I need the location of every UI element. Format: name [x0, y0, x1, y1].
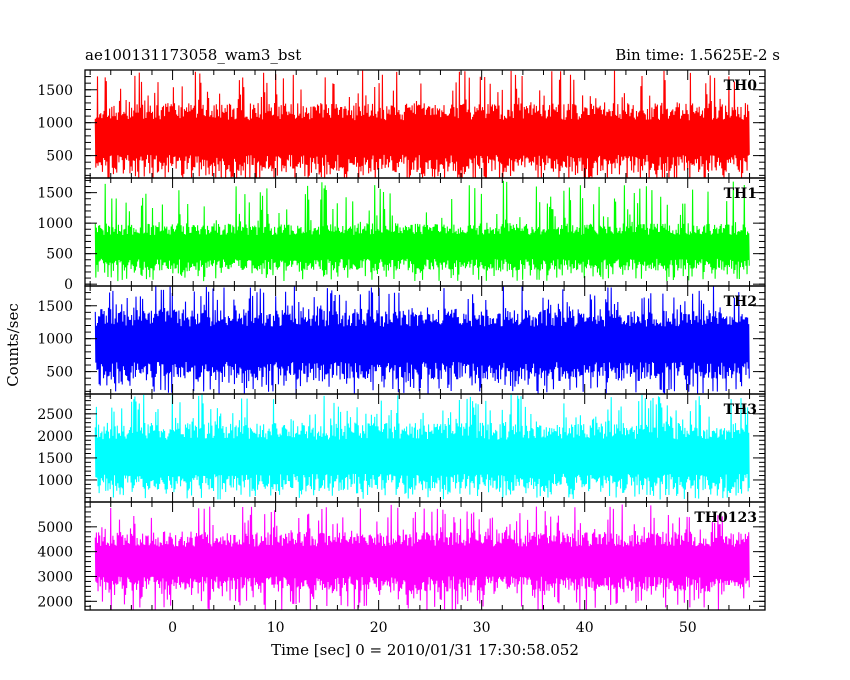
y-tick-label: 2000 [37, 429, 73, 445]
y-tick-label: 1500 [37, 186, 73, 202]
bin-time-label: Bin time: 1.5625E-2 s [615, 46, 780, 64]
y-tick-label: 2500 [37, 407, 73, 423]
y-tick-label: 500 [46, 149, 73, 165]
y-tick-label: 1000 [37, 116, 73, 132]
panel-th1: TH1 0 500 1000 1500 [37, 177, 766, 293]
panels-group: TH050010001500TH1050010001500TH250010001… [37, 69, 766, 636]
x-tick-label: 30 [473, 620, 491, 636]
y-tick-label: 1000 [37, 216, 73, 232]
x-tick-label: 20 [370, 620, 388, 636]
panel-th3: TH3 1000 1500 2000 2500 [37, 393, 766, 503]
series-th0123-line [94, 504, 750, 610]
x-tick-label: 0 [168, 620, 177, 636]
panel-label-th0: TH0 [724, 78, 758, 94]
panel-label-th0123: TH0123 [694, 510, 757, 526]
y-tick-label: 1000 [37, 332, 73, 348]
panel-label-th1: TH1 [724, 186, 757, 202]
panel-label-th3: TH3 [724, 402, 757, 418]
panel-th0: TH0 500 1000 1500 [37, 69, 766, 179]
panel-frame-th0123 [84, 501, 766, 611]
x-tick-label: 40 [576, 620, 594, 636]
y-tick-label: 4000 [37, 545, 73, 561]
y-tick-label: 1500 [37, 83, 73, 99]
y-tick-label: 3000 [37, 569, 73, 585]
panel-th0123: TH0123 2000 3000 4000 5000 [37, 501, 766, 611]
y-axis-label: Counts/sec [4, 303, 22, 387]
y-tick-label: 500 [46, 365, 73, 381]
y-tick-label: 1500 [37, 451, 73, 467]
y-tick-label: 2000 [37, 594, 73, 610]
series-th1-line [94, 180, 750, 282]
y-tick-label: 0 [64, 277, 73, 293]
panel-label-th2: TH2 [724, 294, 757, 310]
y-tick-label: 1000 [37, 473, 73, 489]
panel-th2: TH2 500 1000 1500 [37, 285, 766, 395]
y-tick-label: 500 [46, 247, 73, 263]
y-tick-label: 1500 [37, 299, 73, 315]
y-tick-label: 5000 [37, 520, 73, 536]
series-th0-line [94, 70, 750, 178]
x-axis-label: Time [sec] 0 = 2010/01/31 17:30:58.052 [271, 641, 579, 659]
series-th3-line [94, 394, 750, 500]
x-tick-label: 10 [267, 620, 285, 636]
series-th2-line [94, 286, 750, 394]
x-tick-label: 50 [679, 620, 697, 636]
chart-title: ae100131173058_wam3_bst [85, 46, 301, 64]
